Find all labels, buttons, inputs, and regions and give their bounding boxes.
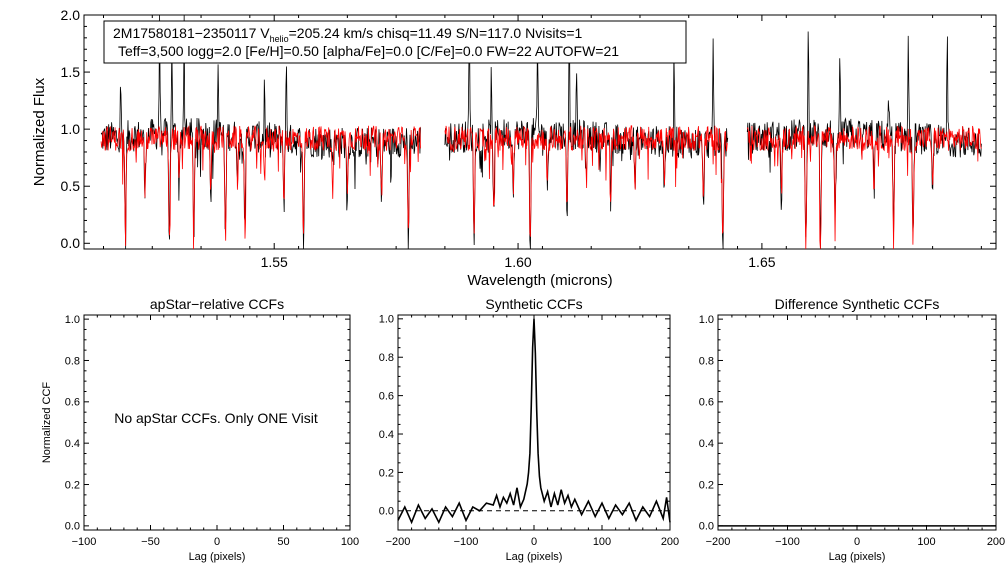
apstar_ccf-xtick-label: 100 [341,536,359,548]
spectrum-ytick-label: 0.5 [61,178,81,194]
synthetic_ccf-title: Synthetic CCFs [485,296,582,312]
synthetic_ccf-axes: −200 −100 0 100 200 0.0 0.2 0.4 0.6 0.8 1.0 Synthet… [379,296,679,563]
difference_ccf-axes: −200 −100 0 100 200 0.0 0.2 0.4 0.6 0.8 1.0 Differe… [699,296,1005,563]
apstar_ccf-ytick-label: 0.2 [65,479,80,491]
synthetic_ccf-ytick-label: 0.6 [379,390,394,402]
difference_ccf-title: Difference Synthetic CCFs [775,296,940,312]
spectrum-xtick-label: 1.65 [748,254,775,270]
apstar_ccf-ylabel: Normalized CCF [41,382,53,464]
info-box-frame [103,20,687,64]
spectrum-plot [100,14,982,250]
apstar_ccf-xtick-label: 50 [277,536,289,548]
spectrum-xtick-label: 1.60 [504,254,531,270]
spectrum-ytick-label: 0.0 [61,235,81,251]
apstar_ccf-xtick-label: 0 [214,536,220,548]
synthetic-ccf-line [397,318,671,525]
no-ccf-annotation: No apStar CCFs. Only ONE Visit [114,410,318,426]
synthetic_ccf-xtick-label: −200 [386,536,411,548]
synthetic_ccf-xtick-label: 0 [531,536,537,548]
info-line-1: 2M17580181−2350117 Vhelio=205.24 km/s ch… [113,25,582,44]
apstar_ccf-ytick-label: 1.0 [65,314,80,326]
apstar_ccf-title: apStar−relative CCFs [150,296,284,312]
difference_ccf-xlabel: Lag (pixels) [829,551,886,563]
synthetic_ccf-xtick-label: 100 [593,536,611,548]
apstar_ccf-ytick-label: 0.6 [65,397,80,409]
synthetic_ccf-xtick-label: −100 [454,536,479,548]
difference_ccf-ytick-label: 0.8 [699,355,714,367]
difference_ccf-ytick-label: 0.4 [699,438,714,450]
difference_ccf-xtick-label: 200 [987,536,1005,548]
synthetic_ccf-ytick-label: 0.0 [379,506,394,518]
spectrum-axes: 1.55 1.60 1.65 0.0 0.5 1.0 1.5 2.0 Wavelength (m… [31,7,997,289]
synthetic_ccf-frame [397,314,671,531]
info-line-1-suffix: =205.24 km/s chisq=11.49 S/N=117.0 Nvisi… [289,25,583,41]
synthetic_ccf-ytick-label: 1.0 [379,314,394,326]
difference_ccf-xtick-label: −100 [775,536,800,548]
difference_ccf-xtick-label: 100 [917,536,935,548]
spectrum-frame [83,14,997,250]
spectrum-ylabel: Normalized Flux [31,77,48,186]
difference_ccf-ytick-label: 0.6 [699,397,714,409]
synthetic_ccf-ytick-label: 0.4 [379,429,394,441]
apstar_ccf-xtick-label: −50 [141,536,160,548]
difference_ccf-xtick-label: 0 [854,536,860,548]
info-line-2: Teff=3,500 logg=2.0 [Fe/H]=0.50 [alpha/F… [118,43,619,59]
difference_ccf-ytick-label: 1.0 [699,314,714,326]
apstar_ccf-xtick-label: −100 [72,536,97,548]
difference_ccf-xtick-label: −200 [706,536,731,548]
apstar_ccf-ytick-label: 0.4 [65,438,80,450]
difference_ccf-ytick-label: 0.2 [699,479,714,491]
apstar_ccf-axes: −100 −50 0 50 100 0.0 0.2 0.4 0.6 0.8 1.0 apStar−re… [41,296,359,563]
spectrum-ytick-label: 1.0 [61,121,81,137]
apstar_ccf-xlabel: Lag (pixels) [189,551,246,563]
synthetic_ccf-xlabel: Lag (pixels) [506,551,563,563]
spectrum-xlabel: Wavelength (microns) [467,272,612,289]
apstar_ccf-ytick-label: 0.0 [65,521,80,533]
synthetic_ccf-ytick-label: 0.2 [379,467,394,479]
synthetic-model-line [100,124,982,250]
difference_ccf-ytick-label: 0.0 [699,521,714,533]
spectrum-ytick-label: 1.5 [61,64,81,80]
info-box: 2M17580181−2350117 Vhelio=205.24 km/s ch… [103,20,687,64]
synthetic_ccf-ytick-label: 0.8 [379,352,394,364]
synthetic_ccf-xtick-label: 200 [661,536,679,548]
info-line-1-prefix: 2M17580181−2350117 V [113,25,270,41]
spectrum-xtick-label: 1.55 [261,254,288,270]
info-line-1-subscript: helio [270,34,289,44]
difference_ccf-frame [717,314,997,531]
apstar_ccf-ytick-label: 0.8 [65,355,80,367]
spectrum-ytick-label: 2.0 [61,7,81,23]
